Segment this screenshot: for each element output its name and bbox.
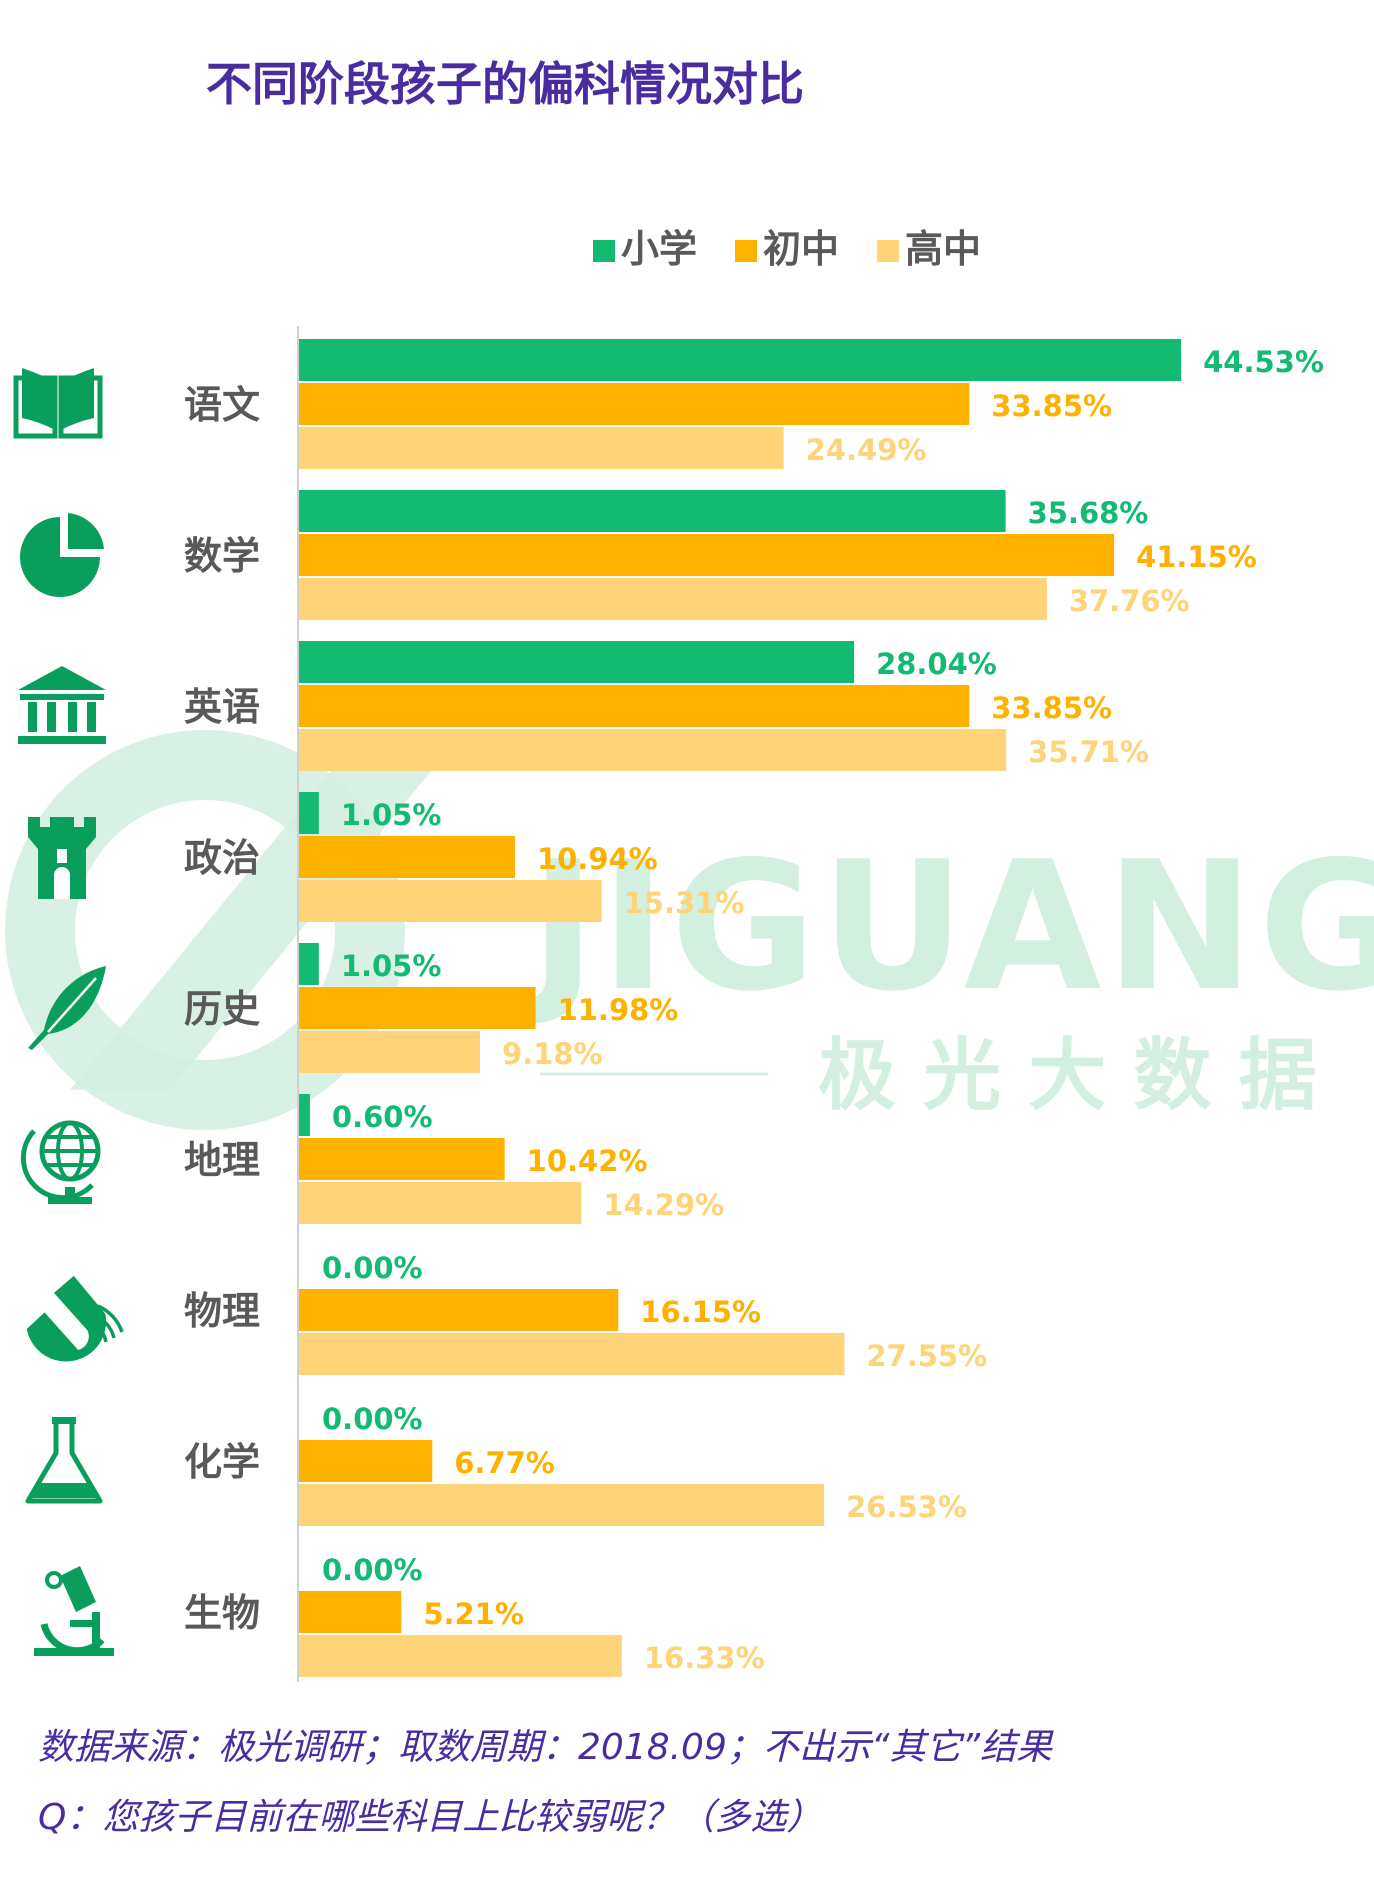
- bar: [298, 792, 319, 834]
- data-label: 24.49%: [806, 433, 927, 467]
- legend-label: 高中: [905, 227, 981, 271]
- bar: [298, 729, 1007, 771]
- legend-swatch: [877, 240, 899, 262]
- category-label: 生物: [184, 1591, 260, 1635]
- chart-title: 不同阶段孩子的偏科情况对比: [206, 57, 804, 111]
- data-label: 10.94%: [537, 842, 658, 876]
- category-label: 地理: [184, 1138, 260, 1182]
- category-label: 英语: [184, 685, 260, 729]
- data-label: 15.31%: [624, 886, 745, 920]
- bar: [298, 685, 970, 727]
- data-label: 1.05%: [341, 798, 442, 832]
- bar: [298, 383, 970, 425]
- castle-tower-icon: [28, 817, 96, 899]
- bar: [298, 1031, 481, 1073]
- data-label: 0.00%: [322, 1553, 423, 1587]
- data-label: 27.55%: [866, 1339, 987, 1373]
- survey-question: Q：您孩子目前在哪些科目上比较弱呢？（多选）: [38, 1797, 823, 1838]
- data-label: 10.42%: [527, 1144, 648, 1178]
- data-label: 16.15%: [640, 1295, 761, 1329]
- legend-label: 小学: [621, 227, 697, 271]
- classical-building-icon: [18, 666, 106, 744]
- bar: [298, 534, 1115, 576]
- data-label: 26.53%: [846, 1490, 967, 1524]
- watermark-wordmark: JIGUANG: [520, 823, 1374, 1030]
- category-label: 历史: [184, 987, 260, 1031]
- data-label: 35.68%: [1028, 496, 1149, 530]
- bar: [298, 641, 855, 683]
- bar: [298, 578, 1047, 620]
- pie-chart-icon: [20, 513, 104, 597]
- data-label: 33.85%: [991, 389, 1112, 423]
- category-label: 物理: [184, 1289, 260, 1333]
- category-label: 政治: [184, 836, 260, 880]
- category-label: 数学: [184, 534, 260, 578]
- category-label: 语文: [184, 383, 260, 427]
- watermark-ring: [5, 730, 405, 1130]
- bar: [298, 1289, 619, 1331]
- legend-swatch: [593, 240, 615, 262]
- magnet-icon: [18, 1270, 124, 1369]
- data-label: 11.98%: [558, 993, 679, 1027]
- data-label: 0.00%: [322, 1402, 423, 1436]
- plot-area: 语文 44.53% 33.85% 24.49% 数学 35.68% 41.15% 37.76%…: [184, 326, 1324, 1682]
- data-label: 6.77%: [454, 1446, 555, 1480]
- bar: [298, 943, 319, 985]
- legend-label: 初中: [763, 227, 839, 271]
- data-label: 1.05%: [341, 949, 442, 983]
- bar: [298, 339, 1182, 381]
- data-label: 41.15%: [1136, 540, 1257, 574]
- data-label: 0.60%: [332, 1100, 433, 1134]
- data-label: 0.00%: [322, 1251, 423, 1285]
- data-label: 37.76%: [1069, 584, 1190, 618]
- data-label: 33.85%: [991, 691, 1112, 725]
- bar: [298, 1591, 402, 1633]
- data-label: 16.33%: [644, 1641, 765, 1675]
- bar: [298, 880, 602, 922]
- bar: [298, 1182, 582, 1224]
- bar: [298, 490, 1006, 532]
- data-label: 28.04%: [876, 647, 997, 681]
- data-label: 35.71%: [1028, 735, 1149, 769]
- bar: [298, 987, 536, 1029]
- category-label: 化学: [184, 1440, 260, 1484]
- bar: [298, 1635, 622, 1677]
- bar: [298, 1440, 433, 1482]
- microscope-icon: [34, 1566, 114, 1656]
- open-book-icon: [16, 368, 100, 436]
- data-label: 9.18%: [502, 1037, 603, 1071]
- legend-swatch: [735, 240, 757, 262]
- bar: [298, 836, 515, 878]
- watermark-subtitle: 极 光 大 数 据: [818, 1031, 1317, 1121]
- bar: [298, 1138, 505, 1180]
- bar: [298, 1484, 825, 1526]
- data-label: 14.29%: [603, 1188, 724, 1222]
- globe-icon: [23, 1123, 98, 1204]
- data-label: 44.53%: [1203, 345, 1324, 379]
- source-note: 数据来源：极光调研；取数周期：2018.09；不出示“其它”结果: [38, 1727, 1053, 1768]
- data-label: 5.21%: [423, 1597, 524, 1631]
- bar: [298, 1333, 845, 1375]
- legend: 小学 初中 高中: [593, 227, 981, 271]
- flask-icon: [28, 1417, 100, 1501]
- bar: [298, 427, 784, 469]
- bar: [298, 1094, 310, 1136]
